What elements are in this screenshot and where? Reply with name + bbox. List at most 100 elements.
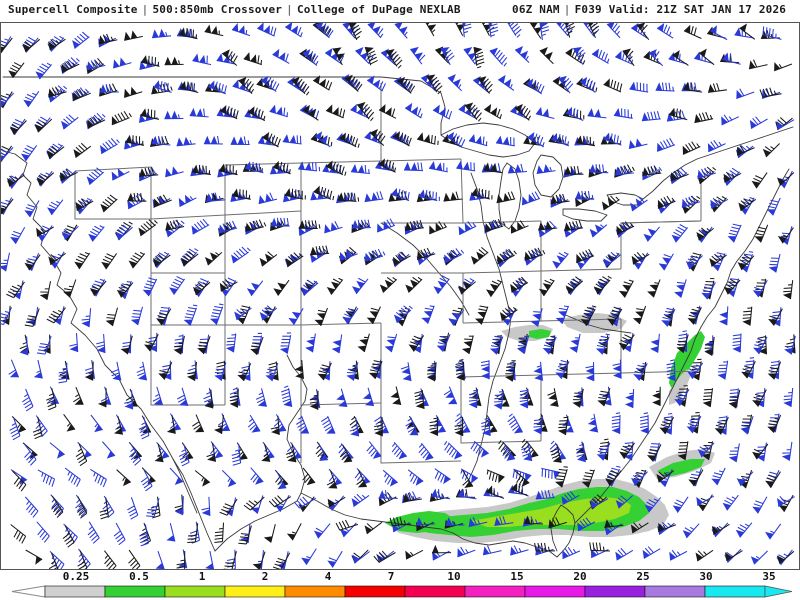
wind-barb: [619, 442, 635, 459]
wind-barb: [682, 523, 700, 539]
wind-barb: [8, 62, 25, 79]
wind-barb: [296, 415, 310, 434]
wind-barb: [1, 307, 13, 326]
wind-barb: [781, 441, 793, 461]
wind-barb: [685, 255, 703, 270]
wind-barb: [325, 104, 346, 119]
wind-barb: [6, 174, 25, 187]
wind-barb: [505, 23, 522, 38]
wind-barb: [502, 443, 516, 461]
wind-barb: [642, 165, 662, 176]
wind-barb: [423, 23, 437, 37]
wind-barb: [616, 221, 635, 235]
wind-barb: [285, 443, 297, 463]
wind-barb: [284, 23, 303, 38]
wind-barb: [477, 76, 493, 94]
wind-barb: [87, 521, 100, 544]
colorbar-tick-1: 0.5: [129, 570, 149, 583]
wind-barb: [534, 542, 556, 552]
colorbar-segment-0.5: [104, 585, 166, 598]
wind-barb: [146, 498, 160, 518]
map-viewport[interactable]: [0, 22, 800, 570]
wind-barb: [718, 306, 729, 326]
wind-barb: [655, 82, 675, 92]
wind-barb: [231, 188, 251, 200]
wind-barb: [759, 87, 782, 98]
state-border-32: [620, 220, 702, 224]
wind-barb: [444, 441, 463, 460]
wind-barb: [369, 128, 386, 146]
title-separator-1: |: [141, 3, 149, 16]
wind-barb: [218, 163, 238, 176]
wind-barb: [405, 417, 419, 436]
state-border-20: [462, 270, 542, 274]
wind-barb: [429, 221, 448, 235]
wind-barb: [735, 522, 753, 538]
wind-barb: [110, 361, 122, 381]
wind-barb: [59, 168, 78, 182]
wind-barb: [192, 53, 212, 66]
wind-barb: [315, 23, 334, 39]
wind-barb: [432, 544, 452, 554]
wind-barb: [39, 281, 52, 300]
wind-barb: [514, 46, 530, 63]
wind-barb: [589, 542, 610, 552]
wind-barb: [480, 360, 490, 380]
wind-barb: [356, 101, 375, 122]
wind-barb: [8, 359, 20, 378]
wind-barb: [587, 108, 607, 119]
wind-barb: [191, 164, 211, 176]
wind-barb: [258, 135, 278, 147]
wind-barb: [575, 443, 586, 463]
wind-barb: [219, 498, 238, 516]
wind-barb: [144, 333, 159, 352]
colorbar-tick-7: 15: [510, 570, 524, 583]
wind-barb: [555, 359, 570, 379]
wind-barb: [547, 388, 559, 407]
wind-barb: [429, 416, 439, 436]
wind-barb: [614, 165, 634, 176]
header-bar: Supercell Composite | 500:850mb Crossover |…: [0, 0, 800, 22]
wind-barb: [238, 525, 252, 545]
wind-barb: [111, 110, 132, 126]
wind-barb: [504, 360, 516, 382]
wind-barb: [440, 47, 455, 65]
wind-barb: [301, 548, 317, 565]
wind-barb: [294, 359, 304, 379]
wind-barb: [539, 23, 550, 41]
wind-barb: [100, 194, 118, 213]
wind-barb: [748, 59, 768, 70]
wind-barb: [286, 523, 302, 541]
wind-barb: [96, 334, 106, 354]
wind-barb: [22, 388, 34, 412]
wind-barb: [339, 132, 360, 148]
wind-barb: [629, 81, 649, 93]
wind-barb: [728, 443, 740, 463]
wind-barb: [374, 417, 383, 437]
wind-barb: [61, 225, 79, 241]
wind-barb: [752, 443, 769, 460]
wind-barb: [391, 441, 408, 460]
wind-barb: [455, 358, 465, 381]
wind-barb: [421, 305, 435, 324]
wind-barb: [486, 485, 505, 499]
wind-barb: [523, 515, 544, 525]
wind-barb: [773, 62, 793, 72]
wind-barb: [752, 336, 768, 355]
wind-barb: [318, 443, 329, 462]
wind-barb: [407, 469, 424, 486]
wind-barb: [24, 254, 41, 271]
wind-barb: [349, 417, 360, 437]
wind-barb: [153, 194, 172, 208]
wind-barb: [76, 496, 88, 519]
wind-barb: [313, 185, 335, 201]
wind-barb: [628, 138, 648, 150]
wind-barb: [64, 467, 81, 487]
wind-barb: [51, 495, 64, 518]
colorbar-tick-3: 2: [261, 570, 269, 583]
wind-barb: [24, 496, 39, 518]
wind-barb: [61, 114, 79, 130]
wind-barb: [273, 279, 290, 296]
wind-barb: [631, 252, 650, 265]
wind-barb: [12, 470, 27, 492]
